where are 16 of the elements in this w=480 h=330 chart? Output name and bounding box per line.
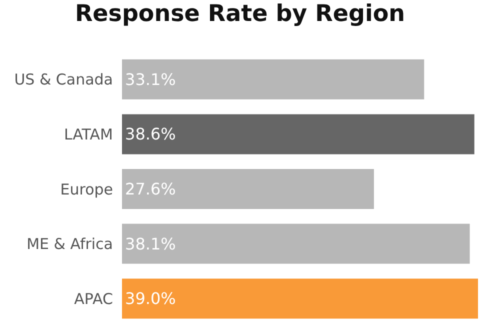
y-tick-label: LATAM: [64, 125, 113, 144]
data-label: 38.6%: [125, 124, 176, 144]
y-tick-label: Europe: [60, 180, 113, 198]
chart-title: Response Rate by Region: [74, 1, 406, 28]
y-tick-label: ME & Africa: [26, 235, 113, 254]
data-label: 38.1%: [125, 234, 176, 254]
data-label: 33.1%: [125, 70, 176, 89]
bar: [122, 169, 374, 209]
y-tick-label: US & Canada: [14, 70, 113, 89]
bar: [122, 224, 470, 264]
data-label: 27.6%: [125, 180, 176, 198]
bar: [122, 114, 474, 154]
bar: [122, 59, 424, 100]
y-tick-label: APAC: [74, 290, 113, 308]
bar: [122, 278, 478, 319]
data-label: 39.0%: [125, 289, 176, 308]
